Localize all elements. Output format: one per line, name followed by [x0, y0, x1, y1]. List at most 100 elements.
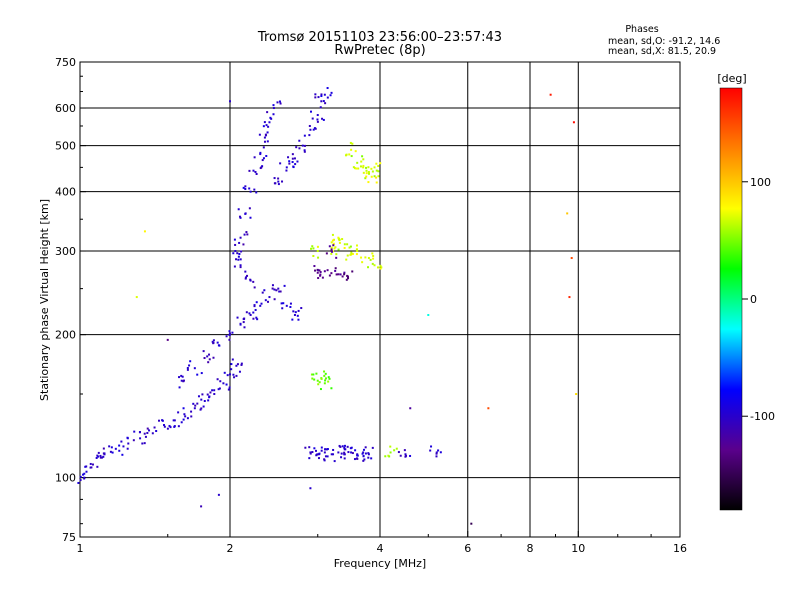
echo-point: [139, 437, 142, 440]
echo-point: [566, 212, 569, 215]
echo-point-spread: [297, 318, 300, 321]
stats-heading: Phases: [625, 24, 658, 35]
gridlines: [79, 61, 681, 538]
echo-point-spread: [365, 166, 368, 169]
echo-point-spread: [255, 316, 258, 319]
echo-point: [163, 425, 166, 428]
y-tick-label: 100: [55, 472, 76, 485]
echo-point-spread: [235, 374, 238, 377]
echo-point-spread: [303, 144, 306, 147]
echo-point-spread: [315, 453, 318, 456]
echo-point-spread: [318, 452, 321, 455]
echo-point-spread: [192, 402, 195, 405]
echo-point-spread: [273, 182, 276, 185]
echo-point-spread: [207, 361, 210, 364]
echo-point-spread: [347, 277, 350, 280]
echo-point-spread: [234, 243, 237, 246]
echo-point-spread: [239, 258, 242, 261]
echo-point-spread: [89, 462, 92, 465]
echo-point-spread: [430, 445, 433, 448]
echo-point-spread: [316, 120, 319, 123]
echo-point-spread: [355, 244, 358, 247]
echo-point-spread: [240, 362, 243, 365]
echo-point: [285, 304, 288, 307]
echo-point-spread: [312, 255, 315, 258]
echo-point: [570, 257, 573, 260]
y-axis-label: Stationary phase Virtual Height [km]: [38, 199, 51, 401]
echo-point-spread: [162, 424, 165, 427]
echo-point-spread: [262, 146, 265, 149]
echo-point-spread: [310, 373, 313, 376]
echo-point-spread: [279, 102, 282, 105]
echo-point-spread: [298, 139, 301, 142]
echo-point: [263, 136, 266, 139]
echo-point-spread: [199, 408, 202, 411]
echo-point-spread: [435, 452, 438, 455]
echo-point-spread: [354, 167, 357, 170]
echo-point: [301, 144, 304, 147]
echo-point-spread: [253, 188, 256, 191]
echo-point-spread: [340, 452, 343, 455]
echo-point-spread: [253, 305, 256, 308]
echo-point-spread: [308, 457, 311, 460]
echo-point: [373, 264, 376, 267]
echo-point-spread: [277, 177, 280, 180]
echo-point-spread: [308, 446, 311, 449]
echo-point-spread: [330, 241, 333, 244]
echo-point-spread: [186, 417, 189, 420]
echo-point-spread: [317, 96, 320, 99]
echo-point: [337, 273, 340, 276]
echo-point: [323, 270, 326, 273]
echo-point: [309, 451, 312, 454]
echo-point-spread: [343, 451, 346, 454]
echo-point-spread: [180, 374, 183, 377]
echo-point-spread: [324, 379, 327, 382]
echo-point-spread: [346, 445, 349, 448]
echo-point-spread: [338, 241, 341, 244]
echo-point: [268, 296, 271, 299]
echo-point-spread: [260, 302, 263, 305]
chart-subtitle: RwPretec (8p): [334, 43, 425, 58]
echo-point-spread: [228, 338, 231, 341]
echo-point-spread: [317, 269, 320, 272]
echo-point-spread: [177, 425, 180, 428]
echo-point-spread: [253, 156, 256, 159]
echo-point-spread: [196, 373, 199, 376]
echo-point-spread: [232, 252, 235, 255]
echo-point: [404, 453, 407, 456]
echo-point-spread: [207, 399, 210, 402]
echo-point: [234, 250, 237, 253]
echo-point-spread: [354, 449, 357, 452]
echo-point-spread: [262, 157, 265, 160]
echo-point-spread: [319, 273, 322, 276]
echo-point-spread: [318, 269, 321, 272]
echo-point-spread: [327, 380, 330, 383]
x-tick-label: 16: [673, 542, 687, 555]
echo-point-spread: [143, 442, 146, 445]
echo-point: [254, 171, 257, 174]
colorbar-tick-label: -100: [750, 410, 775, 423]
echo-point-spread: [228, 333, 231, 336]
echo-point-spread: [252, 311, 255, 314]
echo-point-spread: [331, 239, 334, 242]
echo-point-spread: [295, 146, 298, 149]
echo-point-spread: [253, 286, 256, 289]
echo-point: [330, 246, 333, 249]
echo-point: [487, 407, 490, 410]
echo-point: [193, 407, 196, 410]
echo-point-spread: [188, 364, 191, 367]
colorbar-tick-label: 100: [750, 176, 771, 189]
echo-point-spread: [279, 162, 282, 165]
echo-point-spread: [244, 276, 247, 279]
echo-point: [568, 296, 571, 299]
echo-point-spread: [254, 308, 257, 311]
echo-point-spread: [252, 169, 255, 172]
echo-point-spread: [197, 395, 200, 398]
echo-point-spread: [289, 305, 292, 308]
echo-point-spread: [181, 375, 184, 378]
echo-point-spread: [312, 373, 315, 376]
echo-point-spread: [329, 94, 332, 97]
echo-point-spread: [291, 161, 294, 164]
echo-point-spread: [327, 376, 330, 379]
echo-point-spread: [387, 454, 390, 457]
